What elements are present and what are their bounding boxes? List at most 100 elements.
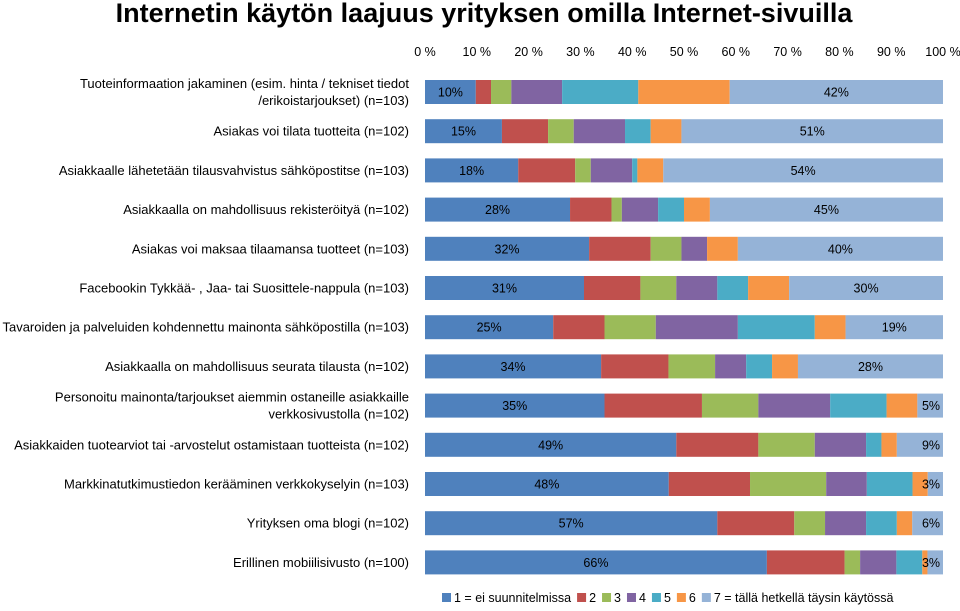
bar-segment [518,158,576,183]
bar-segment [826,472,867,496]
legend-swatch [676,593,686,602]
bar-segment [845,315,943,340]
category-label: Facebookin Tykkää- , Jaa- tai Suosittele… [79,281,409,296]
legend-label: 7 = tällä hetkellä täysin käytössä [714,591,894,605]
category-label: Erillinen mobiilisivusto (n=100) [233,555,409,570]
bar-segment [553,315,605,340]
bar-segment [717,276,749,300]
x-tick-label: 100 % [925,45,960,59]
data-label: 34% [501,360,526,374]
category-label: /erikoistarjoukset) (n=103) [258,93,409,108]
data-label: 35% [502,399,527,413]
bar-segment [709,197,943,222]
bar-segment [717,511,795,536]
bar-segment [590,158,633,183]
bar-segment [676,276,718,300]
bar-segment [676,432,759,457]
legend-label: 2 [589,591,596,605]
bar-segment [866,511,897,536]
bar-segment [886,393,918,418]
category-label: Markkinatutkimustiedon kerääminen verkko… [64,477,409,492]
x-tick-label: 10 % [463,45,492,59]
data-label: 45% [814,203,839,217]
category-label: Asiakkaalla on mahdollisuus rekisteröity… [123,202,409,217]
data-label: 18% [459,164,484,178]
bar-segment [758,432,815,457]
legend-swatch [577,593,587,602]
bar-segment [663,158,943,183]
data-label: 28% [858,360,883,374]
bar-segment [737,236,943,261]
bar-segment [684,197,710,222]
bar-segment [844,550,861,575]
bar-segment [881,432,897,457]
data-label: 51% [800,125,825,139]
data-label: 15% [451,125,476,139]
category-label: Tuoteinformaation jakaminen (esim. hinta… [80,76,409,91]
chart-title: Internetin käytön laajuus yrityksen omil… [116,0,854,28]
bar-segment [475,80,492,104]
bar-segment [896,432,943,457]
bar-segment [604,315,656,340]
bar-segment [637,158,664,183]
bar-segment [912,511,943,536]
bar-segment [814,315,846,340]
bar-segment [425,393,605,418]
bar-segment [625,119,651,144]
x-tick-label: 20 % [514,45,543,59]
x-tick-label: 60 % [722,45,751,59]
bar-segment [425,80,476,104]
bar-segment [797,354,943,379]
bar-segment [621,197,659,222]
bar-segment [425,354,602,379]
bar-segment [425,158,519,183]
bar-segment [573,119,626,144]
data-label: 57% [559,517,584,531]
bar-segment [655,315,738,340]
category-label: verkkosivustolla (n=102) [268,407,409,422]
bar-segment [927,550,943,575]
data-label: 6% [922,517,940,531]
bar-segment [830,393,887,418]
bar-segment [729,80,943,104]
category-label: Asiakkaiden tuotearviot tai -arvostelut … [14,437,409,452]
legend-label: 4 [639,591,646,605]
bar-segment [866,432,882,457]
data-label: 10% [438,86,463,100]
data-label: 30% [854,282,879,296]
bar-segment [737,315,815,340]
bar-segment [746,354,773,379]
bar-segment [681,119,943,144]
bar-segment [681,236,708,261]
x-tick-label: 30 % [566,45,595,59]
bar-segment [638,80,730,104]
bar-segment [562,80,639,104]
x-tick-label: 90 % [877,45,906,59]
bar-segment [927,472,943,496]
legend-swatch [701,593,711,602]
data-label: 31% [492,282,517,296]
x-tick-label: 70 % [773,45,802,59]
bar-segment [425,119,502,144]
data-label: 32% [495,242,520,256]
bar-segment [511,80,563,104]
bar-segment [548,119,574,144]
bar-segment [601,354,669,379]
bar-segment [425,197,571,222]
legend-label: 1 = ei suunnitelmissa [454,591,571,605]
bar-segment [750,472,827,496]
bar-segment [922,550,928,575]
bar-segment [604,393,702,418]
data-label: 19% [882,321,907,335]
bar-segment [772,354,798,379]
bar-segment [640,276,677,300]
x-tick-label: 40 % [618,45,647,59]
bar-segment [668,354,716,379]
category-label: Asiakas voi maksaa tilaamansa tuotteet (… [132,241,409,256]
bar-segment [425,236,590,261]
bar-segment [425,550,767,575]
bar-segment [758,393,831,418]
bar-segment [766,550,845,575]
data-label: 54% [791,164,816,178]
